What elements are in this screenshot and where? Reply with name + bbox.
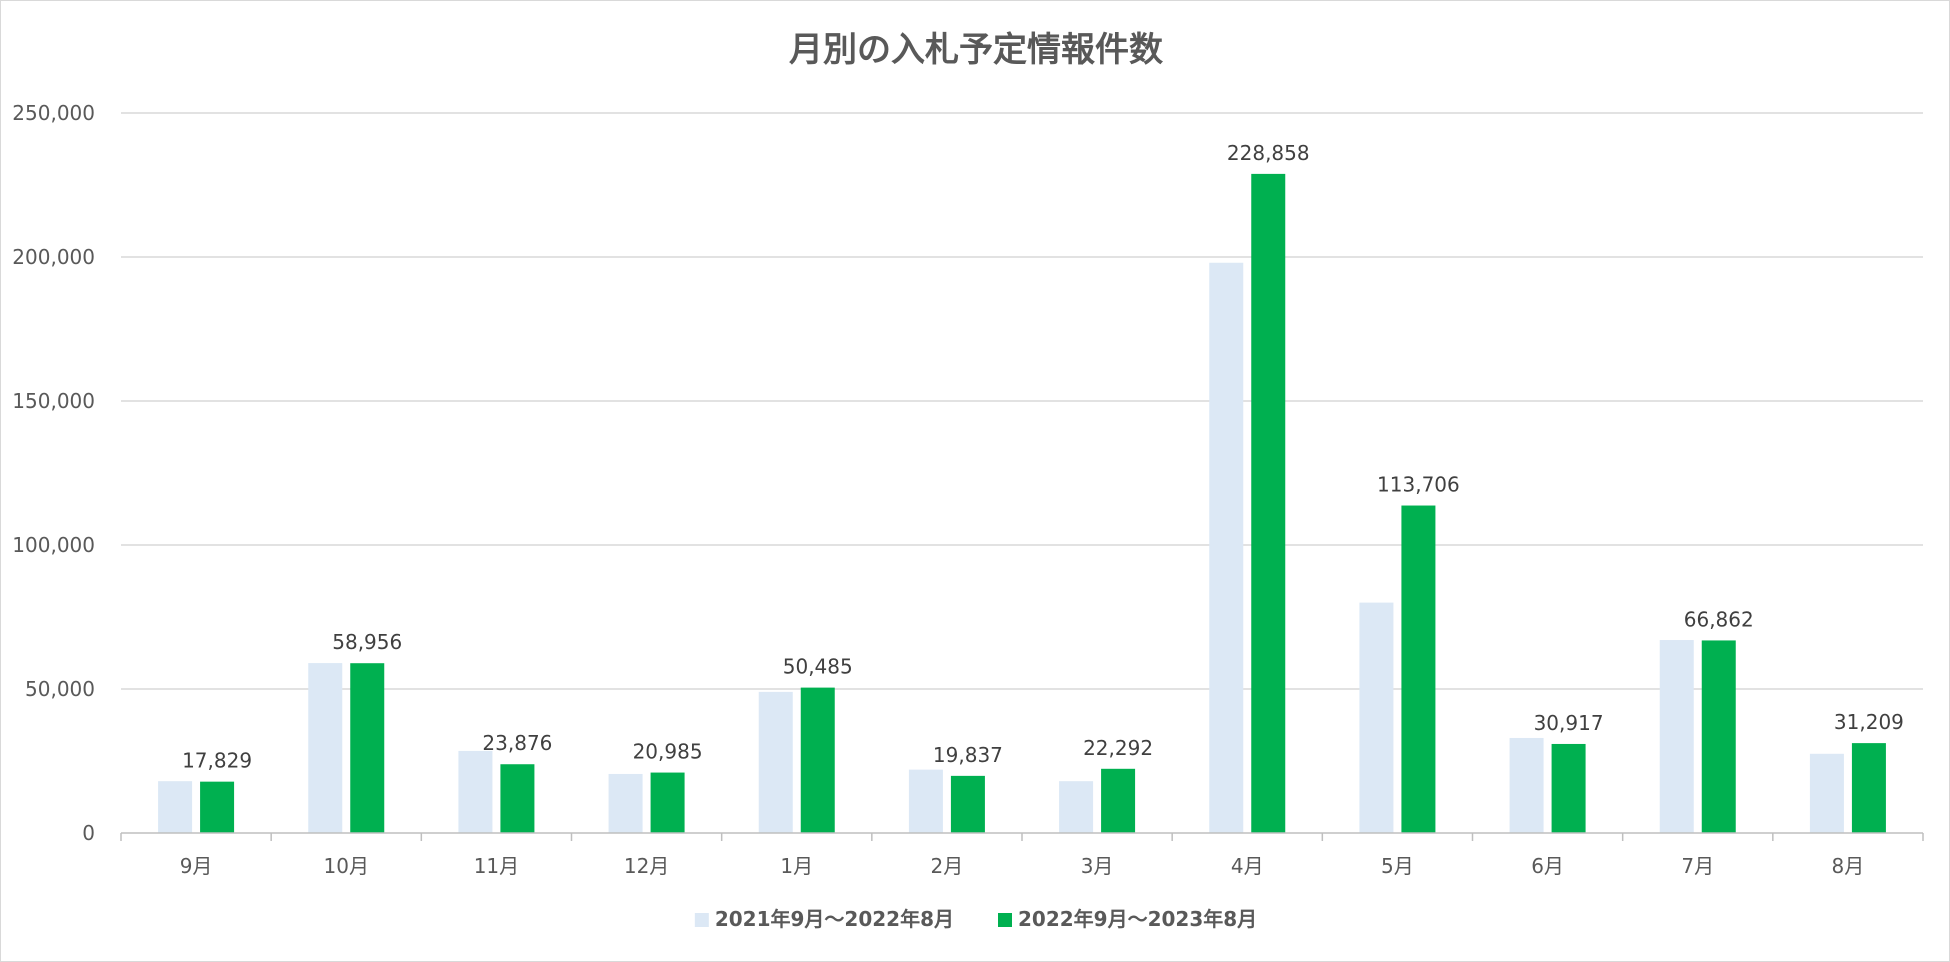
- bar-series1: [908, 769, 943, 833]
- bar-series2: [350, 663, 385, 833]
- bar-series2: [1851, 743, 1886, 833]
- bar-series1: [308, 663, 343, 833]
- bar-series2: [1251, 173, 1286, 833]
- y-tick-label: 50,000: [25, 677, 95, 701]
- y-tick-label: 150,000: [12, 389, 95, 413]
- data-label: 228,858: [1227, 141, 1310, 165]
- bar-series1: [1209, 262, 1244, 833]
- bar-series2: [1551, 743, 1586, 833]
- bar-series2: [1701, 640, 1736, 833]
- data-label: 31,209: [1834, 710, 1904, 734]
- bar-series2: [200, 781, 235, 833]
- legend-label-2: 2022年9月～2023年8月: [1018, 907, 1257, 931]
- legend-swatch-1: [694, 913, 709, 927]
- bar-series1: [158, 781, 193, 833]
- x-tick-label: 11月: [474, 854, 519, 878]
- x-tick-label: 12月: [624, 854, 669, 878]
- x-tick-label: 3月: [1081, 854, 1114, 878]
- data-label: 20,985: [633, 740, 703, 764]
- y-tick-label: 0: [82, 821, 95, 845]
- x-tick-label: 1月: [780, 854, 813, 878]
- x-tick-label: 9月: [180, 854, 213, 878]
- chart-title: 月別の入札予定情報件数: [789, 30, 1163, 70]
- axes: 0 50,000 100,000 150,000 200,000 250,000 9月 10月…: [12, 101, 1924, 878]
- bar-series1: [1059, 781, 1094, 833]
- data-label: 30,917: [1534, 711, 1604, 735]
- x-tick-label: 8月: [1832, 854, 1865, 878]
- bar-series2: [800, 687, 835, 833]
- bar-series1: [758, 691, 793, 833]
- x-tick-label: 2月: [931, 854, 964, 878]
- y-tick-label: 100,000: [12, 533, 95, 557]
- data-label: 113,706: [1377, 473, 1460, 497]
- bar-series1: [1809, 753, 1844, 833]
- y-tick-label: 250,000: [12, 101, 95, 125]
- data-label: 50,485: [783, 655, 853, 679]
- bars: [158, 173, 1886, 833]
- bar-series1: [458, 750, 493, 833]
- bar-series2: [650, 772, 685, 833]
- x-tick-label: 5月: [1381, 854, 1414, 878]
- data-label: 23,876: [482, 731, 552, 755]
- x-tick-label: 7月: [1681, 854, 1714, 878]
- legend-label-1: 2021年9月～2022年8月: [715, 907, 954, 931]
- x-tick-label: 4月: [1231, 854, 1264, 878]
- bar-series1: [1509, 737, 1544, 833]
- bar-series2: [1101, 768, 1136, 833]
- bar-series2: [950, 775, 985, 833]
- data-labels: 17,829 58,956 23,876 20,985 50,485 19,837 22,2…: [182, 141, 1904, 773]
- gridlines: [121, 112, 1923, 690]
- data-label: 66,862: [1684, 607, 1754, 631]
- bar-series1: [608, 773, 643, 833]
- bar-series2: [500, 764, 535, 833]
- bar-series1: [1659, 640, 1694, 833]
- x-tick-label: 6月: [1531, 854, 1564, 878]
- data-label: 19,837: [933, 743, 1003, 767]
- data-label: 22,292: [1083, 736, 1153, 760]
- data-label: 58,956: [332, 630, 402, 654]
- x-tick-label: 10月: [324, 854, 369, 878]
- legend-swatch-2: [998, 913, 1012, 927]
- legend: 2021年9月～2022年8月 2022年9月～2023年8月: [694, 907, 1257, 931]
- data-label: 17,829: [182, 749, 252, 773]
- bar-series2: [1401, 505, 1436, 833]
- y-tick-label: 200,000: [12, 245, 95, 269]
- bar-series1: [1359, 602, 1394, 833]
